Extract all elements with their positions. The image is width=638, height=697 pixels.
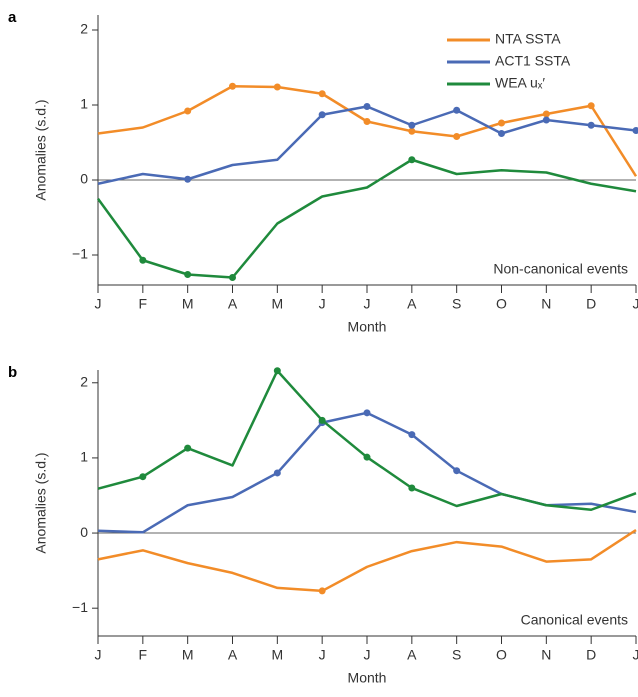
series-line [97,529,637,593]
x-tick-label: A [407,647,417,663]
y-tick-label: 1 [80,449,88,465]
x-tick-label: F [139,296,148,312]
point-marker [318,416,326,424]
x-tick-label: O [496,647,507,663]
x-tick-label: M [182,296,194,312]
x-tick-label: S [452,647,461,663]
x-axis-label: Month [348,670,387,686]
x-tick-label: N [541,296,551,312]
point-marker [498,130,505,137]
x-tick-label: A [407,296,417,312]
point-marker [408,121,416,129]
legend-label: WEA uₓ′ [495,75,545,91]
x-tick-label: J [319,296,326,312]
point-marker [318,587,326,595]
x-tick-label: N [541,647,551,663]
point-marker [408,484,416,492]
y-tick-label: 0 [80,171,88,187]
annotation: Non-canonical events [493,261,628,277]
y-tick-label: 2 [80,373,88,389]
x-tick-label: J [319,647,326,663]
x-axis-label: Month [348,319,387,335]
point-marker [229,82,236,90]
x-tick-label: A [228,296,238,312]
x-tick-label: D [586,296,596,312]
point-marker [408,431,416,439]
y-tick-label: 1 [80,96,88,112]
point-marker [318,111,326,119]
point-marker [318,90,326,98]
x-tick-label: F [139,647,148,663]
point-marker [498,119,505,127]
point-marker [363,103,371,110]
x-tick-label: J [95,296,102,312]
x-tick-label: M [271,296,283,312]
x-tick-label: M [271,647,283,663]
point-marker [632,127,638,134]
point-marker [453,106,461,114]
point-marker [408,127,416,135]
point-marker [139,473,147,481]
series-line [97,369,637,512]
y-tick-label: 2 [80,21,88,37]
legend-label: NTA SSTA [495,31,561,47]
point-marker [408,156,416,164]
panel-label: b [8,364,17,381]
x-tick-label: J [364,647,371,663]
point-marker [542,116,550,124]
x-tick-label: M [182,647,194,663]
point-marker [184,175,192,183]
point-marker [184,271,192,278]
point-marker [139,256,147,264]
y-axis-label: Anomalies (s.d.) [33,452,49,553]
x-tick-label: O [496,296,507,312]
point-marker [587,121,595,129]
x-tick-label: A [228,647,238,663]
point-marker [453,467,461,475]
point-marker [184,107,192,115]
y-axis-label: Anomalies (s.d.) [33,99,49,200]
point-marker [273,469,281,477]
x-tick-label: J [95,647,102,663]
point-marker [273,367,281,375]
point-marker [363,453,371,461]
x-tick-label: J [633,296,638,312]
annotation: Canonical events [521,612,628,628]
point-marker [587,102,595,110]
point-marker [542,110,550,118]
point-marker [229,274,236,281]
x-tick-label: S [452,296,461,312]
point-marker [363,409,371,417]
y-tick-label: −1 [72,599,88,615]
x-tick-label: J [633,647,638,663]
point-marker [363,118,371,125]
y-tick-label: −1 [72,246,88,262]
point-marker [453,133,461,140]
point-marker [273,83,281,91]
x-tick-label: J [364,296,371,312]
series-line [97,411,637,534]
panel-label: a [8,9,17,26]
y-tick-label: 0 [80,524,88,540]
legend-label: ACT1 SSTA [495,53,571,69]
point-marker [184,444,192,452]
x-tick-label: D [586,647,596,663]
series-line [97,85,638,177]
